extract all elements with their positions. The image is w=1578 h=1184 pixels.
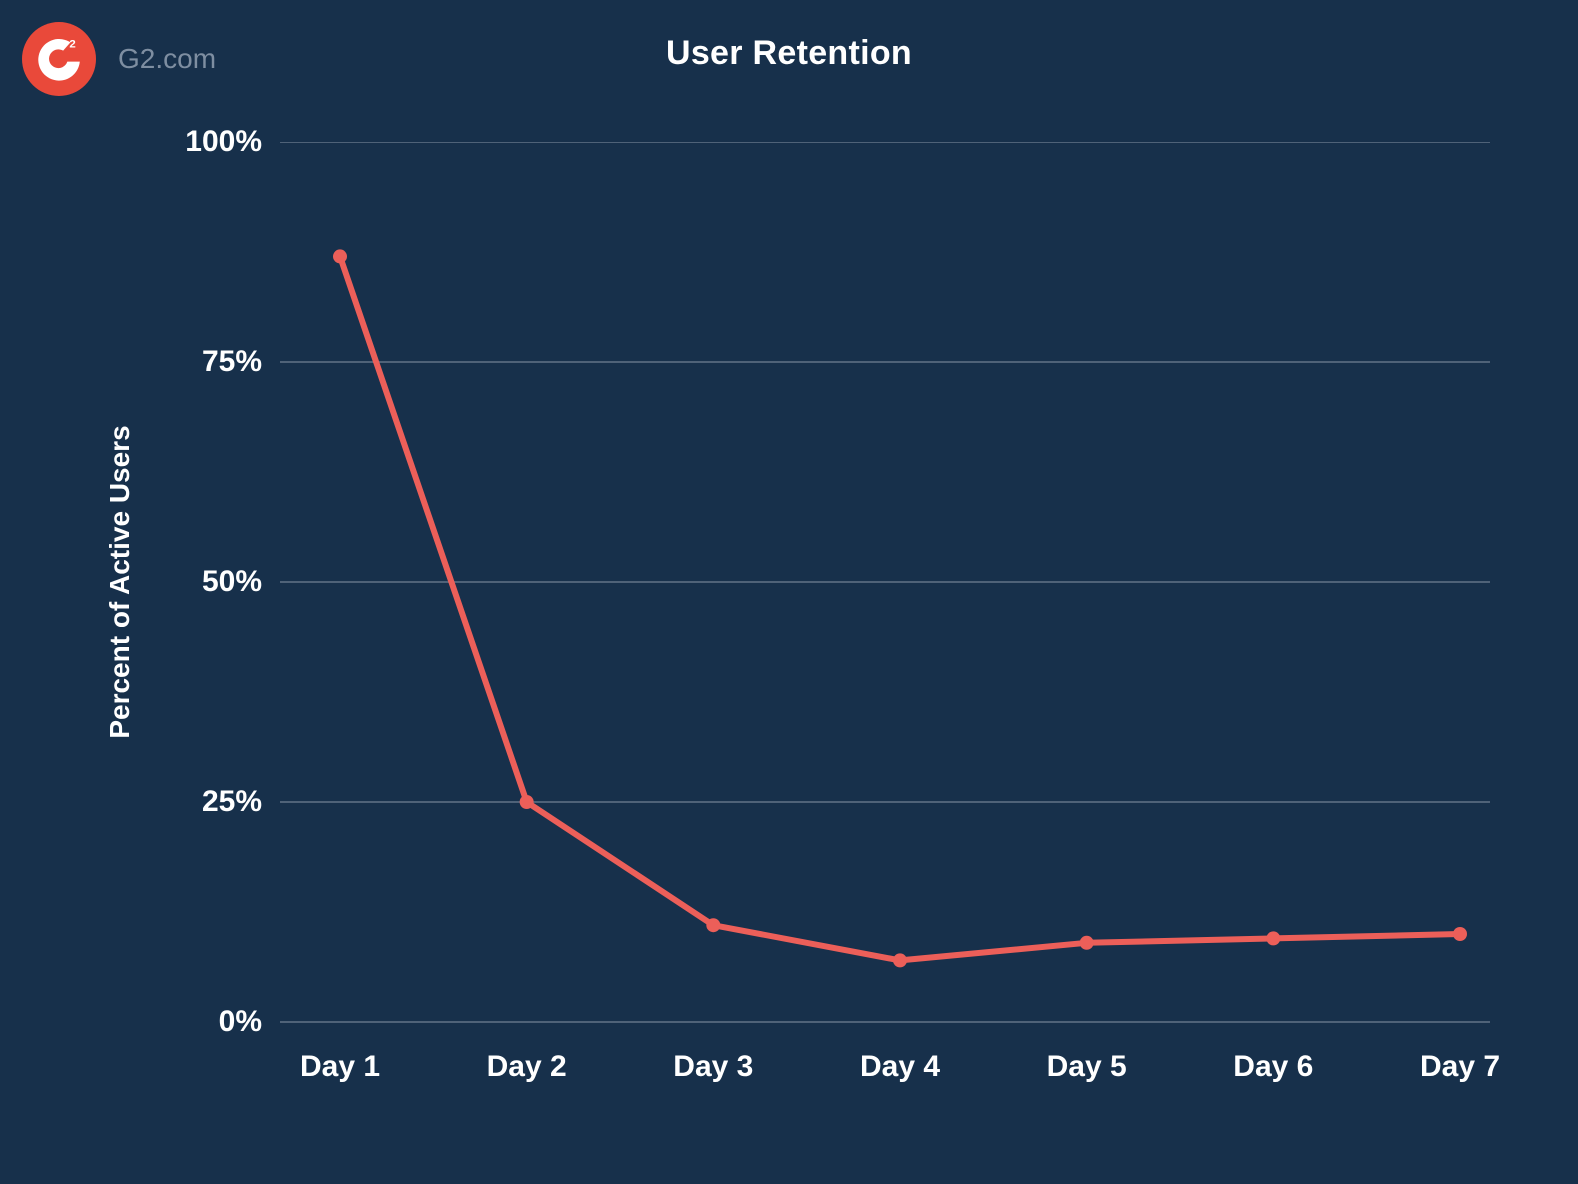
y-tick-label: 100% (185, 125, 262, 159)
chart-area: Percent of Active Users 0%25%50%75%100%D… (280, 142, 1490, 1092)
page-root: 2 G2.com User Retention Percent of Activ… (0, 0, 1578, 1184)
y-axis-label: Percent of Active Users (104, 425, 136, 738)
y-tick-label: 50% (202, 565, 262, 599)
x-tick-label: Day 2 (487, 1050, 567, 1084)
x-tick-label: Day 4 (860, 1050, 940, 1084)
x-tick-label: Day 3 (673, 1050, 753, 1084)
line-chart-svg (280, 142, 1490, 1092)
y-tick-label: 0% (219, 1005, 262, 1039)
y-tick-label: 75% (202, 345, 262, 379)
x-tick-label: Day 1 (300, 1050, 380, 1084)
chart-title: User Retention (0, 34, 1578, 73)
x-tick-label: Day 6 (1233, 1050, 1313, 1084)
x-tick-label: Day 7 (1420, 1050, 1500, 1084)
x-tick-label: Day 5 (1047, 1050, 1127, 1084)
y-tick-label: 25% (202, 785, 262, 819)
